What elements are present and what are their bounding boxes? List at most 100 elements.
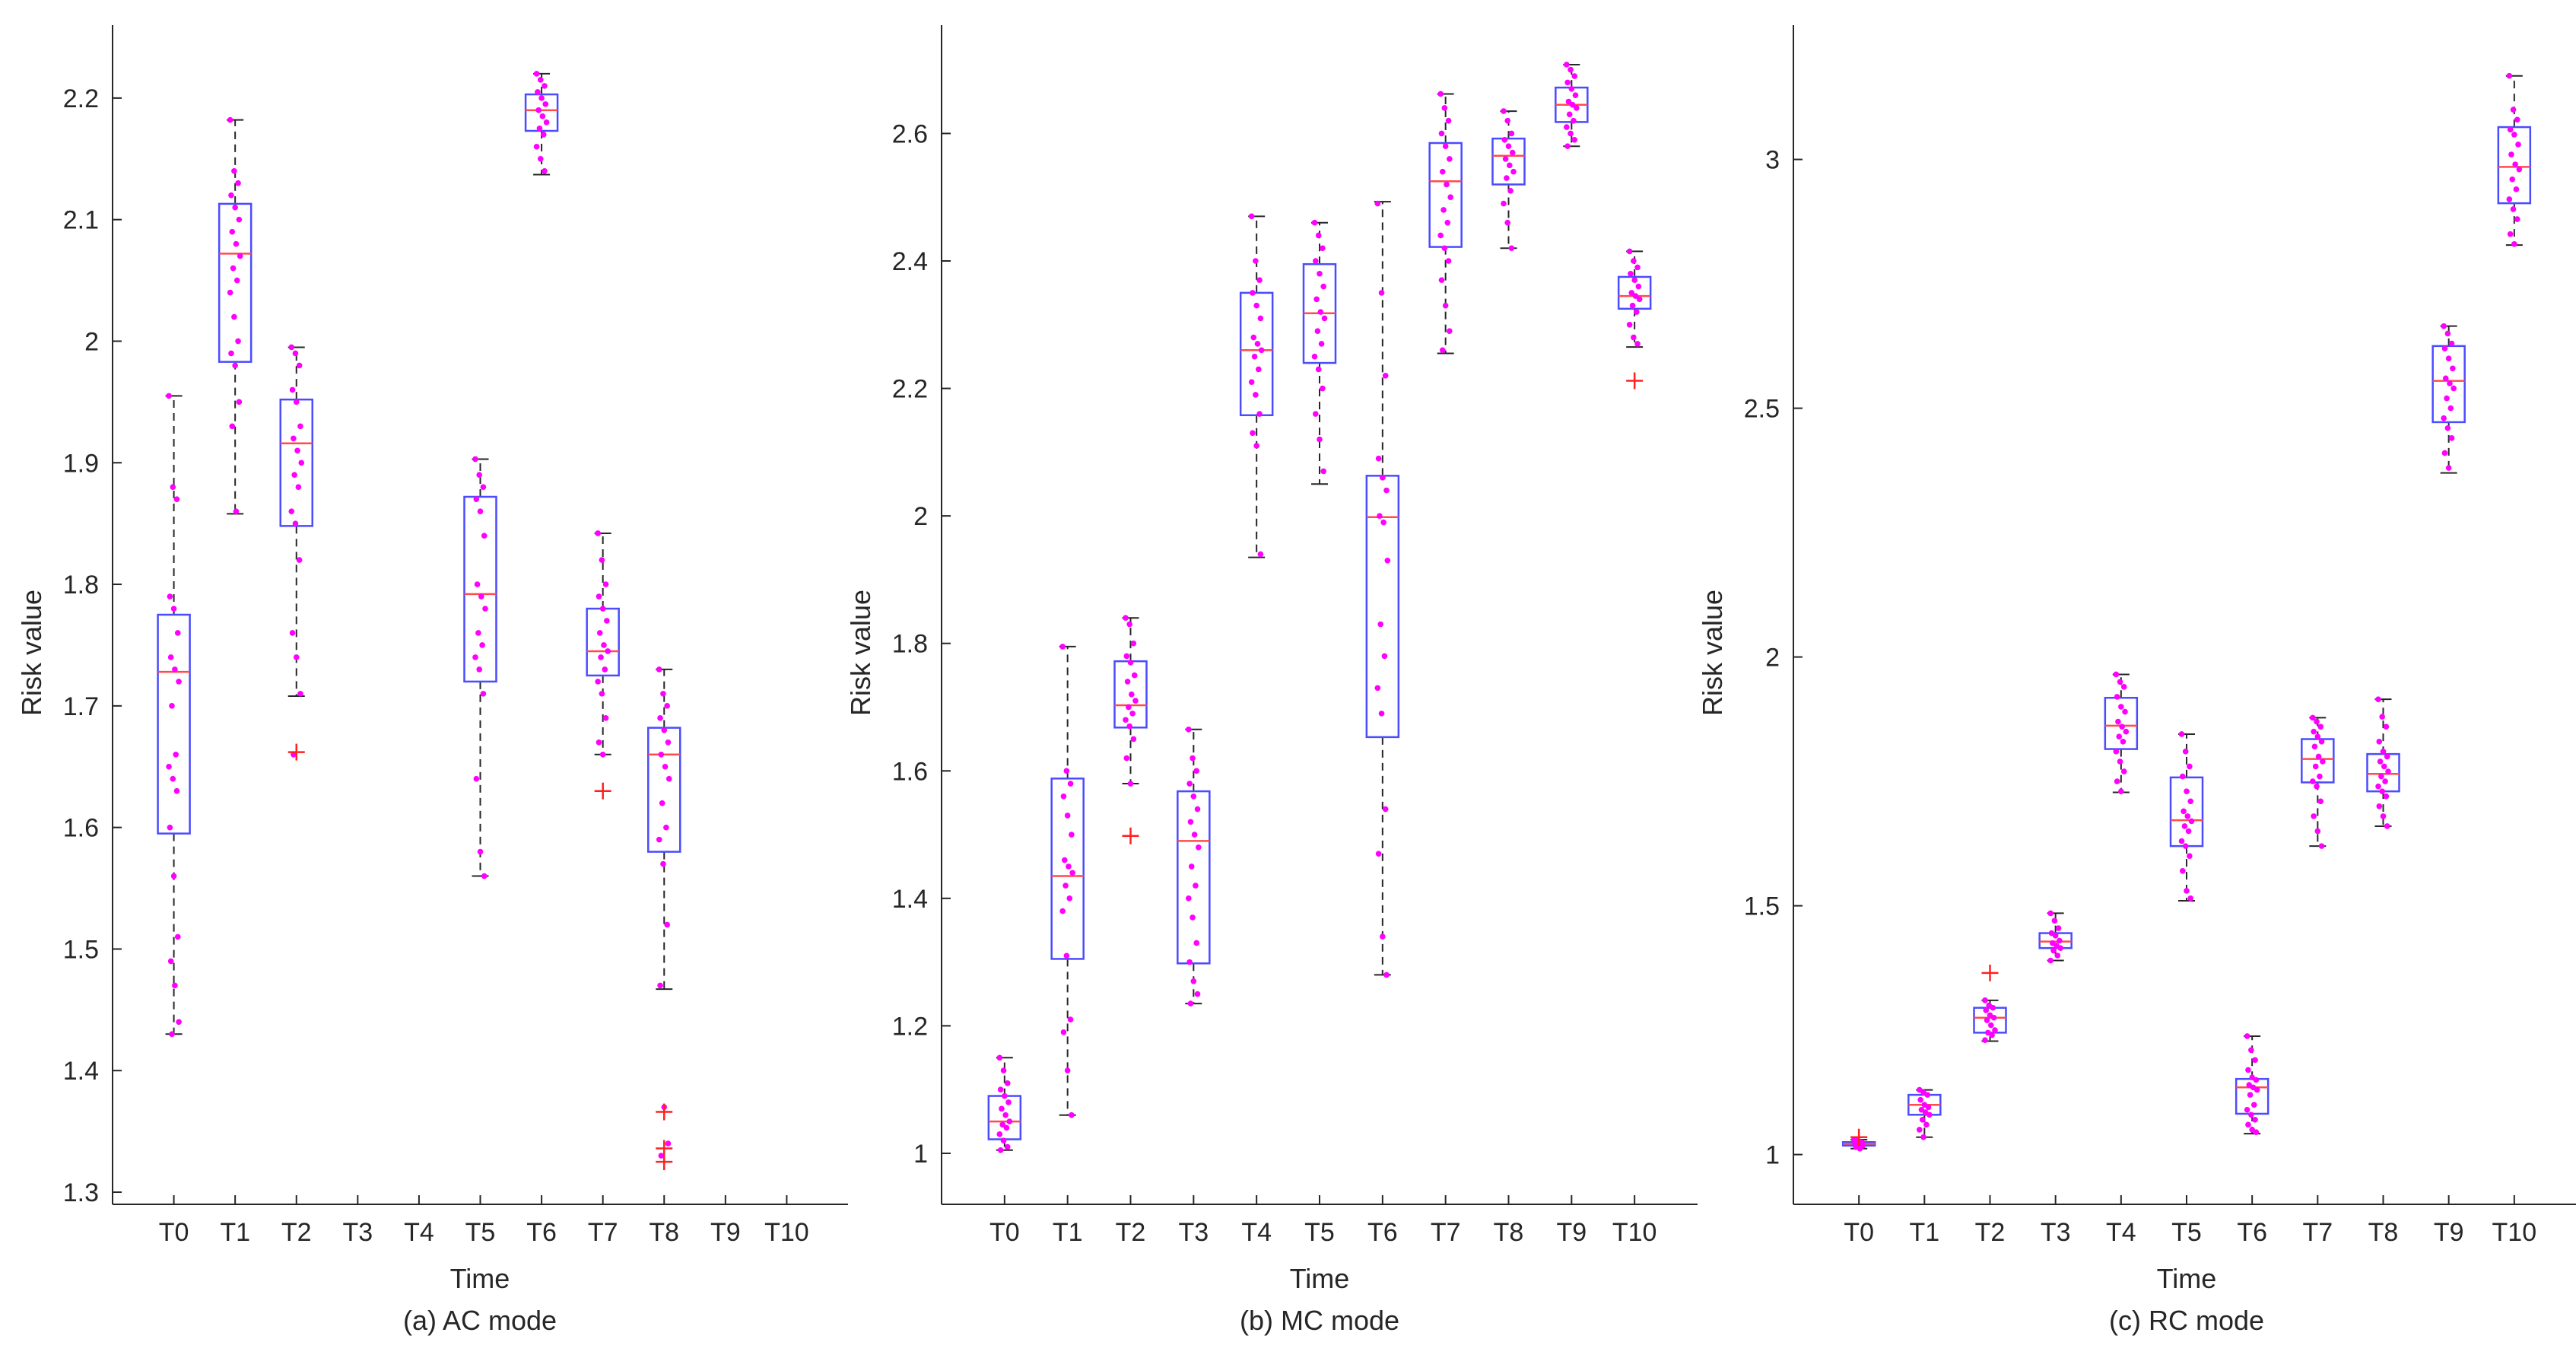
data-point [2117,679,2123,685]
data-point [1004,1080,1011,1086]
data-point [1064,813,1071,819]
data-point [288,508,295,514]
data-point [1069,832,1075,838]
data-point [1384,557,1391,564]
data-point [296,362,303,369]
data-point [658,1153,665,1159]
data-point [1255,366,1262,373]
data-point [1253,258,1259,264]
data-point [660,691,666,697]
data-point [1566,111,1573,118]
boxplot-t1 [1050,644,1085,1118]
data-point [1059,908,1066,914]
x-tick-label: T4 [1241,1218,1272,1247]
data-point [542,83,548,89]
x-tick-label: T7 [588,1218,618,1247]
data-point [2118,704,2124,710]
data-point [1628,270,1634,277]
data-point [2378,773,2384,780]
panel-caption: (a) AC mode [403,1305,557,1336]
x-tick-label: T10 [764,1218,809,1247]
data-point [293,654,300,660]
y-tick-label: 1.6 [892,757,928,786]
data-point [997,1086,1004,1092]
data-point [1569,101,1576,108]
data-point [2447,405,2454,412]
data-point [2254,1086,2260,1093]
data-point [1382,806,1389,813]
y-tick-label: 1.5 [1744,892,1780,921]
data-point [1124,679,1131,685]
data-point [2047,910,2053,917]
data-point [1320,385,1326,392]
data-point [2253,1129,2260,1135]
data-point [1380,519,1386,526]
data-point [660,860,666,867]
data-point [235,180,241,186]
y-tick-label: 3 [1765,146,1780,175]
data-point [601,642,607,648]
data-point [1257,315,1264,322]
data-point [2445,465,2452,471]
x-tick-label: T8 [1494,1218,1524,1247]
y-tick-label: 2 [84,327,99,356]
data-point [2318,843,2325,849]
y-tick-label: 2.2 [63,84,99,113]
data-point [2513,186,2520,192]
data-point [599,606,606,612]
data-point [1438,130,1445,137]
boxplot-t8 [647,666,681,1171]
data-point [1375,851,1382,857]
x-tick-label: T3 [1178,1218,1209,1247]
panel-caption: (c) RC mode [2109,1305,2264,1336]
data-point [292,520,299,526]
x-tick-label: T3 [2041,1218,2071,1247]
data-point [2444,330,2451,337]
data-point [482,606,488,612]
data-point [1634,341,1641,347]
data-point [664,703,670,709]
data-point [1313,296,1320,303]
data-point [2314,783,2320,790]
x-tick-label: T0 [1844,1218,1874,1247]
data-point [1194,991,1201,997]
data-point [2052,933,2059,939]
data-point [2184,888,2190,894]
data-point [1321,315,1328,322]
data-point [167,654,174,660]
data-point [170,775,176,782]
iqr-box [1491,137,1526,186]
data-point [1248,379,1255,385]
x-tick-label: T8 [2368,1218,2399,1247]
data-point [289,386,296,393]
data-point [1564,79,1571,86]
data-point [2445,355,2452,361]
data-point [2310,714,2316,721]
data-point [2507,126,2514,133]
x-tick-label: T10 [2492,1218,2537,1247]
data-point [2245,1121,2251,1128]
iqr-box [1050,778,1085,960]
data-point [2182,749,2189,755]
data-point [1377,621,1384,628]
iqr-box [1428,142,1463,248]
data-point [2380,749,2387,755]
data-point [1317,436,1323,443]
iqr-box [1365,475,1400,739]
data-point [1193,768,1200,774]
data-point [2252,1117,2258,1123]
data-point [1983,1007,1990,1013]
data-point [2515,142,2521,148]
x-tick-label: T2 [1975,1218,2006,1247]
data-point [2120,738,2127,745]
data-point [1568,85,1575,92]
data-point [473,496,480,502]
data-point [173,496,180,502]
data-point [1382,373,1389,379]
data-point [170,484,176,491]
data-point [2507,231,2514,237]
data-point [2381,763,2387,770]
iqr-box [1177,790,1211,965]
data-point [1447,328,1453,334]
data-point [176,1019,182,1026]
